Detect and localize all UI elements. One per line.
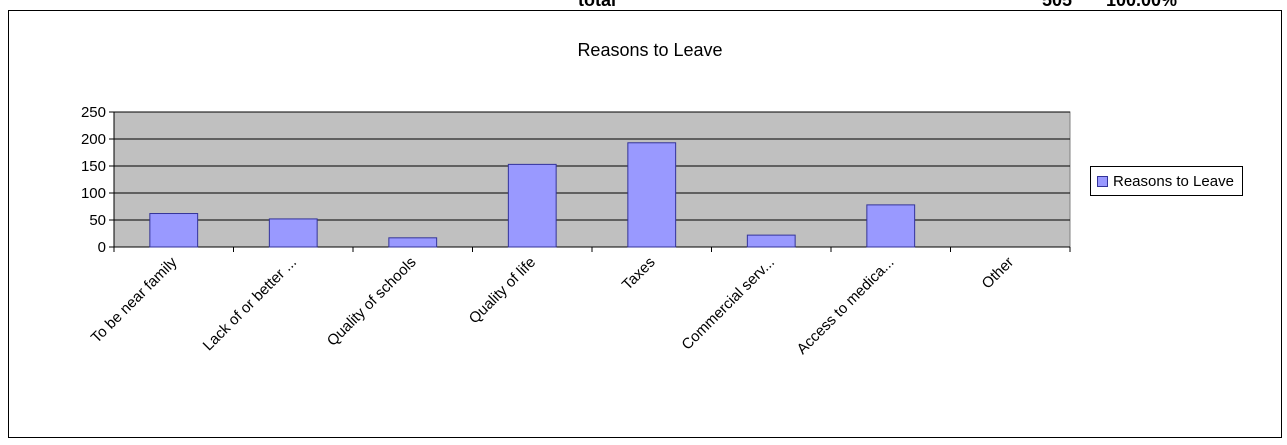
bar <box>149 213 199 248</box>
x-tick-label: Commercial serv... <box>678 254 778 354</box>
y-tick-label: 50 <box>89 212 106 229</box>
bar <box>507 163 557 248</box>
bar <box>388 237 438 248</box>
total-label: total <box>578 0 616 10</box>
x-tick-label: Access to medica... <box>794 254 898 358</box>
x-tick-label: Lack of or better ... <box>200 254 300 354</box>
x-tick-label: Quality of life <box>466 254 539 327</box>
y-tick-label: 200 <box>81 131 106 148</box>
y-tick-label: 250 <box>81 104 106 121</box>
legend-swatch <box>1097 175 1108 187</box>
y-tick-label: 150 <box>81 158 106 175</box>
total-percent: 100.00% <box>1106 0 1178 10</box>
clipped-header-strip: total 505 100.00% <box>0 0 1287 10</box>
total-count: 505 <box>1042 0 1073 10</box>
y-tick-label: 0 <box>98 239 106 256</box>
chart-legend: Reasons to Leave <box>1090 166 1243 196</box>
x-tick-label: Taxes <box>619 254 659 294</box>
bar <box>268 218 318 248</box>
y-tick-label: 100 <box>81 185 106 202</box>
bar <box>746 234 796 248</box>
legend-label: Reasons to Leave <box>1113 172 1234 190</box>
bar <box>627 142 677 248</box>
chart-title: Reasons to Leave <box>577 40 722 60</box>
x-tick-label: Other <box>979 254 1018 293</box>
x-tick-label: Quality of schools <box>324 254 420 350</box>
bar <box>866 204 916 248</box>
plot-background <box>113 111 1071 248</box>
x-tick-label: To be near family <box>88 253 181 346</box>
